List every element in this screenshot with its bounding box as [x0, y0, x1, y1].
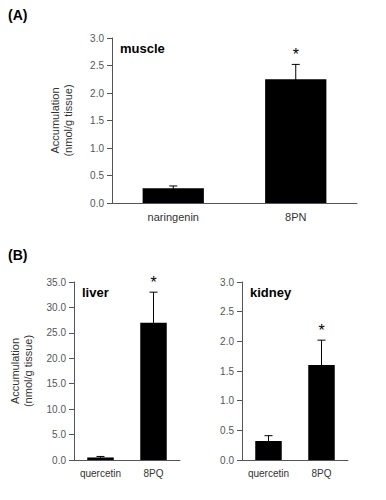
svg-text:0.5: 0.5: [90, 170, 104, 181]
svg-text:0.0: 0.0: [90, 198, 104, 209]
svg-text:liver: liver: [82, 285, 109, 300]
svg-text:5.0: 5.0: [52, 429, 66, 440]
svg-text:1.5: 1.5: [220, 366, 234, 377]
svg-text:1.5: 1.5: [90, 115, 104, 126]
svg-text:Accumulation: Accumulation: [49, 87, 61, 153]
svg-text:2.0: 2.0: [90, 88, 104, 99]
svg-text:0.5: 0.5: [220, 425, 234, 436]
svg-text:15.0: 15.0: [47, 378, 67, 389]
svg-text:quercetin: quercetin: [248, 468, 289, 479]
svg-text:2.5: 2.5: [90, 60, 104, 71]
svg-text:(nmol/g tissue): (nmol/g tissue): [62, 84, 74, 156]
svg-text:*: *: [293, 46, 299, 63]
svg-text:3.0: 3.0: [220, 277, 234, 288]
svg-text:20.0: 20.0: [47, 353, 67, 364]
svg-text:kidney: kidney: [250, 285, 292, 300]
svg-text:2.5: 2.5: [220, 306, 234, 317]
svg-text:(A): (A): [8, 7, 27, 23]
svg-text:3.0: 3.0: [90, 33, 104, 44]
svg-text:8PQ: 8PQ: [143, 468, 163, 479]
svg-text:(nmol/g tissue): (nmol/g tissue): [22, 335, 34, 407]
svg-text:35.0: 35.0: [47, 277, 67, 288]
svg-text:25.0: 25.0: [47, 327, 67, 338]
svg-text:8PQ: 8PQ: [311, 468, 331, 479]
svg-text:0.0: 0.0: [220, 455, 234, 466]
svg-text:naringenin: naringenin: [148, 211, 199, 223]
svg-text:quercetin: quercetin: [80, 468, 121, 479]
svg-text:(B): (B): [8, 247, 27, 263]
svg-text:muscle: muscle: [120, 41, 165, 56]
svg-text:8PN: 8PN: [285, 211, 306, 223]
svg-text:2.0: 2.0: [220, 336, 234, 347]
svg-text:Accumulation: Accumulation: [9, 338, 21, 404]
svg-text:*: *: [318, 322, 324, 339]
svg-text:1.0: 1.0: [220, 395, 234, 406]
svg-text:1.0: 1.0: [90, 143, 104, 154]
svg-text:*: *: [150, 274, 156, 291]
svg-text:10.0: 10.0: [47, 404, 67, 415]
svg-text:30.0: 30.0: [47, 302, 67, 313]
svg-text:0.0: 0.0: [52, 455, 66, 466]
